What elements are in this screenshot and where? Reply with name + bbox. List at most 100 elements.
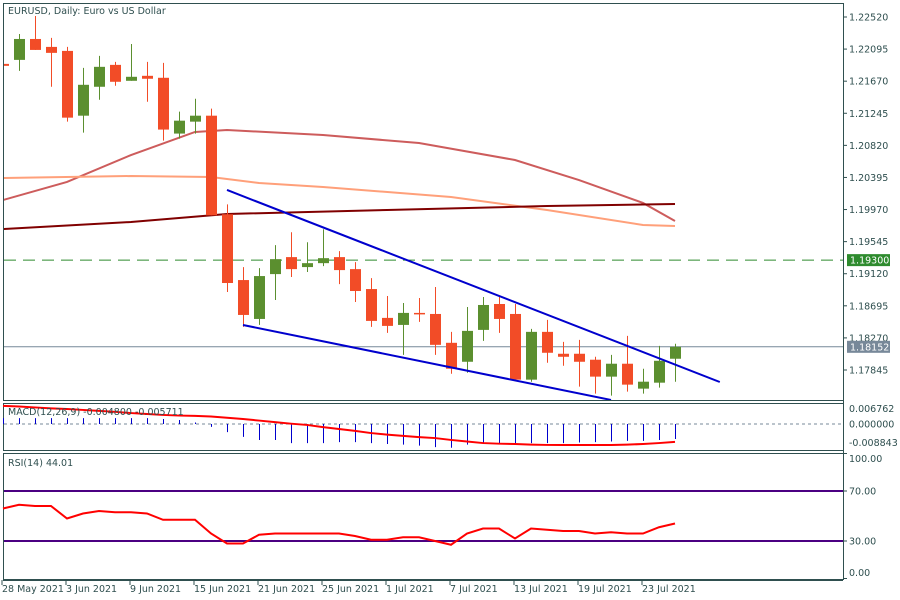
candle-27 <box>430 287 441 355</box>
candle-17 <box>270 245 281 300</box>
candle-body <box>78 84 89 116</box>
price-badge-label-resistance: 1.19300 <box>850 256 889 267</box>
rsi-tick-label: 0.00 <box>849 568 870 579</box>
candle-11 <box>174 111 185 139</box>
macd-tick-label: 0.006762 <box>849 404 894 415</box>
candle-body <box>94 66 105 87</box>
axis-layer: 1.22520 1.22095 1.21670 1.21245 1.20820 1.203… <box>1 3 898 595</box>
candle-body <box>398 312 409 325</box>
candle-body <box>654 360 665 383</box>
price-tick-label: 1.20820 <box>849 141 888 152</box>
date-label: 1 Jul 2021 <box>386 584 434 595</box>
price-tick-label: 1.19970 <box>849 205 888 216</box>
date-label: 15 Jun 2021 <box>194 584 251 595</box>
macd-signal-line <box>2 404 676 446</box>
candle-18 <box>286 232 297 278</box>
candle-body <box>238 280 249 315</box>
price-tick-label: 1.20395 <box>849 173 888 184</box>
candle-5 <box>78 67 89 133</box>
candle-19 <box>302 242 313 273</box>
candle-36 <box>574 339 585 387</box>
candle-24 <box>382 295 393 333</box>
date-label: 7 Jul 2021 <box>450 584 498 595</box>
rsi-tick-label: 100.00 <box>849 454 882 465</box>
candle-22 <box>350 262 361 302</box>
price-tick-label: 1.19120 <box>849 269 888 280</box>
candle-35 <box>558 341 569 366</box>
candle-body <box>414 312 425 315</box>
candle-body <box>46 46 57 53</box>
candle-4 <box>62 46 73 122</box>
trendline-upper <box>226 189 721 383</box>
price-tick-label: 1.21245 <box>849 109 888 120</box>
candle-body <box>270 259 281 275</box>
candle-body <box>446 342 457 369</box>
date-label: 25 Jun 2021 <box>322 584 379 595</box>
price-tick-label: 1.22520 <box>849 13 888 24</box>
candle-2 <box>30 16 41 50</box>
candle-41 <box>654 345 665 388</box>
candle-body <box>302 263 313 268</box>
date-label: 3 Jun 2021 <box>66 584 117 595</box>
candle-body <box>542 331 553 353</box>
candle-body <box>190 115 201 122</box>
candle-body <box>318 258 329 264</box>
price-badge-label-last_price: 1.18152 <box>850 342 889 353</box>
macd-panel[interactable] <box>3 403 844 451</box>
date-label: 28 May 2021 <box>2 584 64 595</box>
candle-body <box>350 269 361 292</box>
moving-average-ma_fast <box>4 129 676 222</box>
chart-title: EURUSD, Daily: Euro vs US Dollar <box>8 6 166 17</box>
date-label: 21 Jun 2021 <box>258 584 315 595</box>
candle-body <box>142 75 153 79</box>
candle-1 <box>14 33 25 71</box>
candle-body <box>254 276 265 319</box>
candle-40 <box>638 368 649 394</box>
date-label: 19 Jul 2021 <box>578 584 632 595</box>
candle-14 <box>222 204 233 292</box>
candle-body <box>222 214 233 284</box>
candle-body <box>574 353 585 362</box>
candle-body <box>638 381 649 389</box>
price-badge-resistance <box>847 254 890 267</box>
price-tick-label: 1.18695 <box>849 301 888 312</box>
candle-body <box>606 363 617 377</box>
trendline-lower <box>242 324 612 400</box>
rsi-panel[interactable] <box>3 453 844 580</box>
candle-9 <box>142 61 153 102</box>
candle-body <box>126 76 137 81</box>
price-panel[interactable] <box>3 3 844 401</box>
candle-body <box>670 346 681 359</box>
candle-body <box>430 313 441 345</box>
moving-average-ma_slow <box>4 203 676 230</box>
price-tick-label: 1.18270 <box>849 333 888 344</box>
rsi-layer <box>2 490 843 546</box>
candle-body <box>30 38 41 50</box>
candle-body <box>590 359 601 377</box>
macd-layer <box>2 404 843 448</box>
candle-21 <box>334 251 345 285</box>
candle-10 <box>158 62 169 141</box>
moving-average-ma_mid <box>4 175 676 227</box>
candle-body <box>14 38 25 60</box>
price-tick-label: 1.21670 <box>849 77 888 88</box>
candle-15 <box>238 267 249 327</box>
rsi-tick-label: 30.00 <box>849 537 876 548</box>
candle-body <box>478 304 489 330</box>
rsi-tick-label: 70.00 <box>849 487 876 498</box>
candle-body <box>334 257 345 271</box>
candle-body <box>4 63 9 66</box>
candle-body <box>206 115 217 216</box>
macd-tick-label: -0.008843 <box>849 438 898 449</box>
candle-body <box>462 330 473 362</box>
candle-33 <box>526 328 537 382</box>
price-tick-label: 1.17845 <box>849 365 888 376</box>
date-label: 9 Jun 2021 <box>130 584 181 595</box>
candle-26 <box>414 297 425 322</box>
candle-body <box>382 317 393 326</box>
candle-34 <box>542 319 553 363</box>
price-badge-last_price <box>847 340 890 353</box>
candle-20 <box>318 229 329 267</box>
candle-body <box>558 353 569 357</box>
